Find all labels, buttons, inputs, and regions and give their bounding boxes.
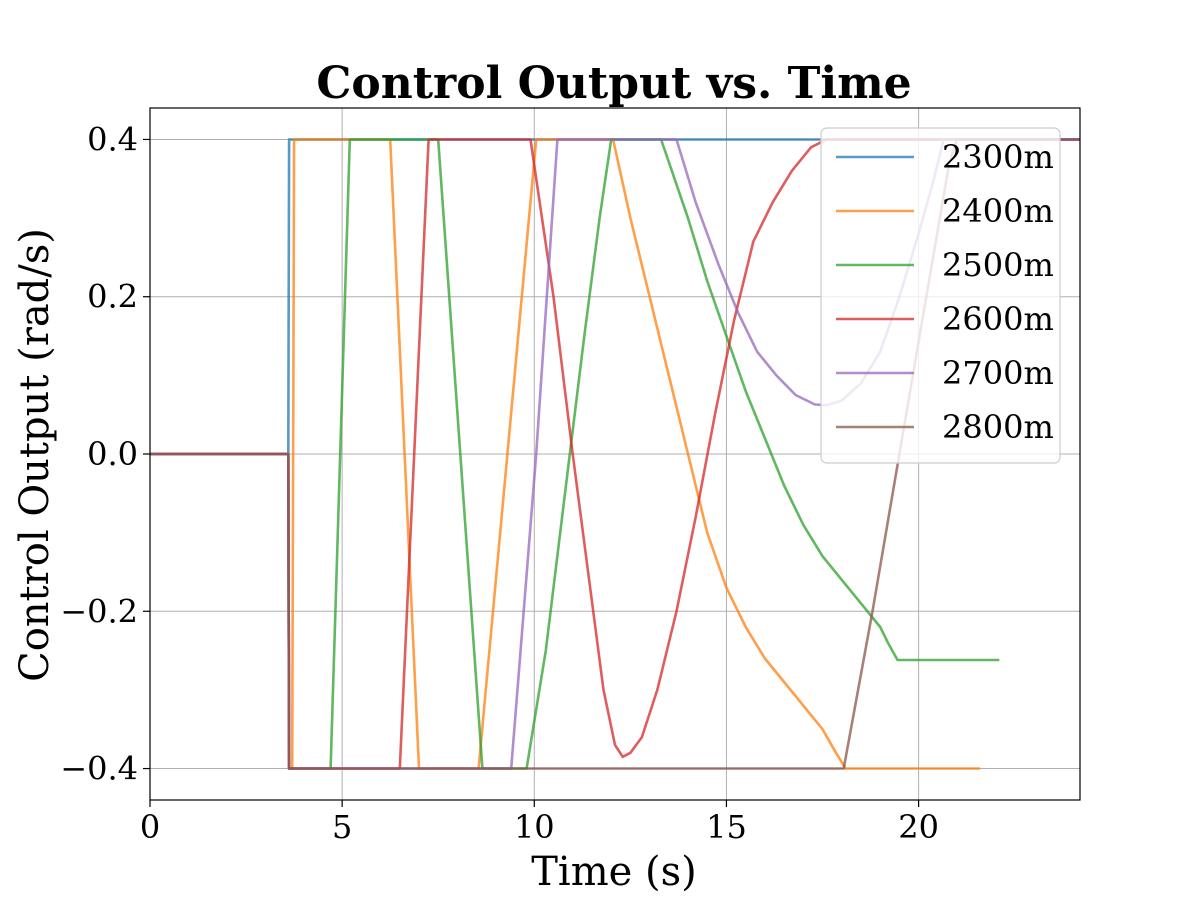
legend: 2300m 2400m 2500m 2600m 2700m 2800m [820,127,1061,464]
y-tick-label: 0.2 [87,278,138,316]
x-tick-label: 5 [332,808,352,846]
y-tick-label: −0.2 [60,592,138,630]
series-line-2500m [150,138,1000,770]
x-tick-label: 0 [140,808,160,846]
legend-items: 2300m 2400m 2500m 2600m 2700m 2800m [836,138,1054,446]
legend-label-2500m: 2500m [942,246,1054,284]
legend-label-2400m: 2400m [942,192,1054,230]
legend-label-2600m: 2600m [942,300,1054,338]
axis-ticks: 0 5 10 15 20 −0.4 −0.2 0.0 0.2 0.4 [60,120,939,846]
chart-title: Control Output vs. Time [316,58,911,109]
x-tick-label: 10 [514,808,555,846]
y-tick-label: 0.4 [87,120,138,158]
x-tick-label: 15 [706,808,747,846]
y-axis-label: Control Output (rad/s) [12,228,58,682]
y-tick-label: 0.0 [87,435,138,473]
y-tick-label: −0.4 [60,750,138,788]
legend-label-2300m: 2300m [942,138,1054,176]
series-line-2400m [150,138,981,770]
legend-label-2800m: 2800m [942,408,1054,446]
x-axis-label: Time (s) [531,849,697,895]
x-tick-label: 20 [898,808,939,846]
series-line-2600m [150,138,1080,770]
legend-label-2700m: 2700m [942,354,1054,392]
